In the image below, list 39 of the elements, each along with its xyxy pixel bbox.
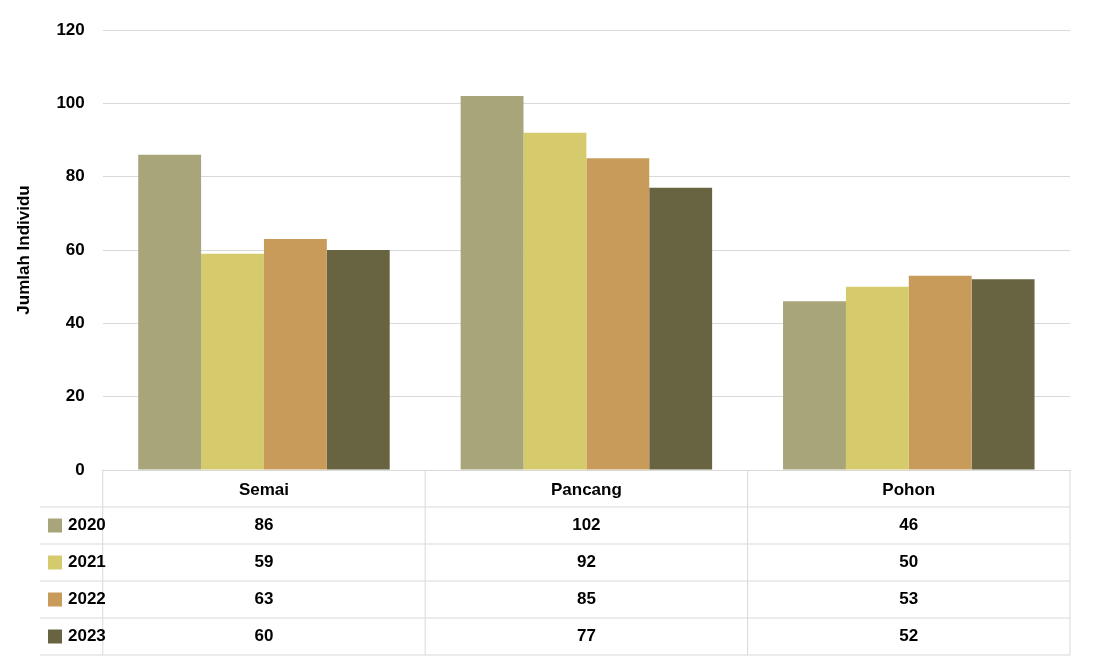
bar	[201, 253, 264, 470]
bar	[138, 154, 202, 470]
x-tick-label: Pohon	[882, 480, 936, 500]
data-label: 52	[899, 626, 919, 646]
data-label: 63	[254, 589, 274, 609]
legend-label: 2023	[68, 626, 106, 646]
y-tick-label: 20	[65, 386, 85, 406]
bar	[586, 158, 650, 470]
legend-label: 2022	[68, 589, 106, 609]
y-tick-label: 40	[65, 313, 85, 333]
bar	[649, 187, 713, 470]
x-tick-label: Semai	[238, 480, 290, 500]
y-tick-label: 80	[65, 166, 85, 186]
bar	[326, 250, 390, 470]
data-label: 86	[254, 515, 274, 535]
bar	[908, 275, 972, 470]
y-tick-label: 100	[56, 93, 85, 113]
bar	[971, 279, 1035, 470]
data-label: 77	[576, 626, 596, 646]
bar	[845, 286, 909, 470]
y-tick-label: 120	[56, 19, 85, 39]
y-axis-title: Jumlah Individu	[13, 185, 33, 315]
legend-label: 2020	[68, 515, 106, 535]
data-label: 102	[572, 515, 601, 535]
legend-label: 2021	[68, 552, 106, 572]
x-tick-label: Pancang	[550, 480, 622, 500]
y-tick-label: 0	[75, 459, 85, 479]
data-label: 50	[899, 552, 919, 572]
data-label: 92	[576, 552, 596, 572]
data-label: 60	[254, 626, 274, 646]
bar	[783, 301, 846, 470]
data-label: 46	[899, 515, 919, 535]
data-label: 53	[899, 589, 919, 609]
bar	[460, 96, 524, 470]
y-tick-label: 60	[65, 239, 85, 259]
bar	[523, 132, 587, 470]
bar	[263, 239, 327, 470]
data-label: 59	[254, 552, 274, 572]
data-label: 85	[576, 589, 596, 609]
